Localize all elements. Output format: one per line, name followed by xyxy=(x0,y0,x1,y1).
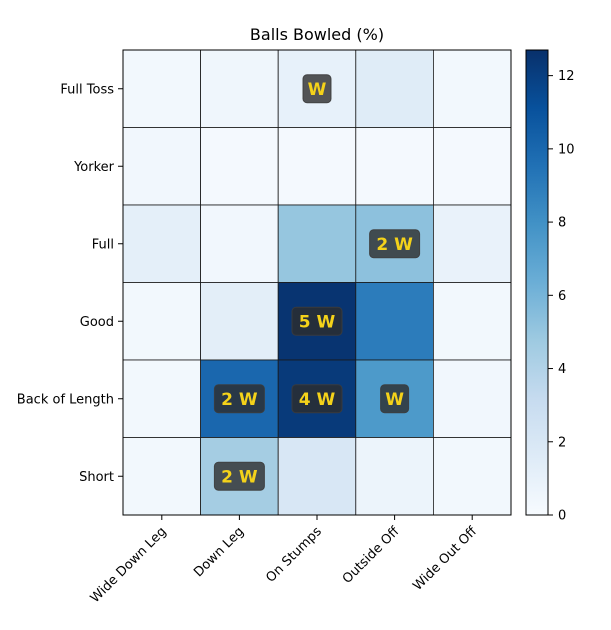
heatmap-cell xyxy=(432,127,512,206)
heatmap-cell xyxy=(432,282,512,361)
annotation-box xyxy=(213,461,265,491)
y-axis: Full Toss Yorker Full Good Back of Length Sho… xyxy=(17,82,123,485)
heatmap-cell xyxy=(122,127,201,206)
wicket-label: 2 W xyxy=(376,235,413,255)
colorbar-tick-label: 6 xyxy=(558,289,566,304)
heatmap-cell xyxy=(432,49,512,128)
x-tick-label: Wide Out Off xyxy=(410,523,480,593)
annotation-box xyxy=(369,229,421,259)
x-axis: Wide Down Leg Down Leg On Stumps Outside Of… xyxy=(88,515,481,606)
heatmap-cell xyxy=(355,127,434,206)
annotation-box xyxy=(302,74,332,104)
heatmap-cell xyxy=(277,437,357,516)
y-tick-label: Full xyxy=(92,237,114,252)
annotation-box xyxy=(380,384,410,414)
wicket-label: 2 W xyxy=(221,467,258,487)
heatmap-cell xyxy=(277,204,357,283)
x-tick-label: Down Leg xyxy=(191,524,247,580)
heatmap-cell xyxy=(432,359,512,438)
wicket-label: 2 W xyxy=(221,390,258,410)
y-tick-label: Short xyxy=(79,470,114,485)
heatmap-cell xyxy=(200,127,279,206)
wicket-label: 4 W xyxy=(299,390,336,410)
heatmap-cell xyxy=(355,437,434,516)
colorbar-tick-label: 2 xyxy=(558,435,566,450)
heatmap-cell xyxy=(122,282,201,361)
wicket-label: W xyxy=(385,390,404,410)
heatmap-cell xyxy=(277,127,357,206)
y-tick-label: Yorker xyxy=(73,160,115,175)
heatmap-cell xyxy=(122,49,201,128)
wicket-annotations: W 2 W 5 W 2 W 4 W W 2 W xyxy=(213,74,421,491)
x-tick-label: On Stumps xyxy=(263,524,325,586)
colorbar-tick-label: 12 xyxy=(558,69,575,84)
wicket-label: W xyxy=(308,80,327,100)
heatmap-cell xyxy=(355,49,434,128)
y-tick-label: Full Toss xyxy=(60,82,114,97)
heatmap-cell xyxy=(200,282,279,361)
heatmap-cell xyxy=(200,204,279,283)
heatmap-cell xyxy=(122,359,201,438)
heatmap-cell xyxy=(200,49,279,128)
heatmap-cell xyxy=(122,437,201,516)
colorbar xyxy=(525,49,549,516)
heatmap-cell xyxy=(122,204,201,283)
x-tick-label: Wide Down Leg xyxy=(88,524,170,606)
heatmap-cell xyxy=(432,437,512,516)
colorbar-ticks: 0 2 4 6 8 10 12 xyxy=(548,69,575,524)
x-tick-label: Outside Off xyxy=(340,523,403,586)
annotation-box xyxy=(213,384,265,414)
heatmap-cell xyxy=(355,282,434,361)
annotation-box xyxy=(291,384,343,414)
heatmap-cell xyxy=(432,204,512,283)
colorbar-tick-label: 10 xyxy=(558,142,575,157)
heatmap-cells xyxy=(122,49,512,516)
wicket-label: 5 W xyxy=(299,312,336,332)
colorbar-tick-label: 4 xyxy=(558,362,566,377)
y-tick-label: Back of Length xyxy=(17,392,114,407)
y-tick-label: Good xyxy=(80,315,114,330)
annotation-box xyxy=(291,306,343,336)
colorbar-tick-label: 8 xyxy=(558,216,566,231)
chart-title: Balls Bowled (%) xyxy=(250,25,384,44)
colorbar-tick-label: 0 xyxy=(558,509,566,524)
